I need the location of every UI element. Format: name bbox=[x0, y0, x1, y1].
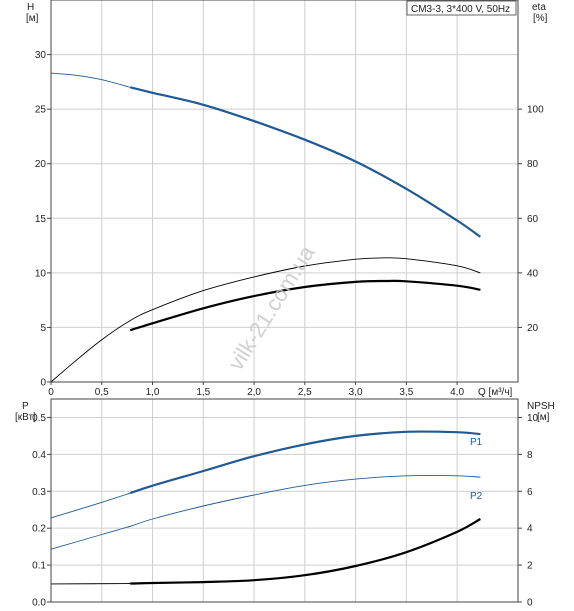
left-tick-label: 0 bbox=[40, 378, 46, 389]
right-tick-label: 10 bbox=[527, 413, 539, 424]
left-tick-label: 0.0 bbox=[32, 598, 46, 609]
flow-axis-label: Q [м³/ч] bbox=[478, 387, 513, 398]
left-tick-label: 30 bbox=[35, 50, 47, 61]
top-grid bbox=[51, 0, 518, 382]
curve-1-2-thick bbox=[130, 518, 481, 585]
right-tick-label: 0 bbox=[527, 598, 533, 609]
curve-0-1-thin bbox=[50, 257, 481, 383]
right-tick-label: 40 bbox=[527, 268, 539, 279]
right-tick-label: 80 bbox=[527, 159, 539, 170]
curve-0-0-thick bbox=[129, 86, 482, 238]
left-tick-label: 20 bbox=[35, 159, 47, 170]
x-tick-label: 1,0 bbox=[146, 387, 160, 398]
power-axis-unit: [кВт] bbox=[15, 412, 36, 423]
left-tick-label: 0.5 bbox=[32, 413, 46, 424]
top-curves bbox=[50, 72, 482, 383]
head-axis-unit: [м] bbox=[26, 13, 39, 24]
top-plot-frame bbox=[50, 0, 519, 383]
x-tick-label: 0 bbox=[48, 387, 54, 398]
x-tick-label: 3,5 bbox=[399, 387, 413, 398]
right-tick-label: 20 bbox=[527, 323, 539, 334]
curve-1-0-thin bbox=[50, 492, 131, 519]
x-tick-label: 1,5 bbox=[196, 387, 210, 398]
x-tick-label: 0,5 bbox=[95, 387, 109, 398]
x-tick-label: 2,0 bbox=[247, 387, 261, 398]
curve-0-0-thin bbox=[50, 72, 131, 88]
left-tick-label: 0.4 bbox=[32, 450, 46, 461]
left-tick-label: 10 bbox=[35, 268, 47, 279]
eta-axis-label: eta bbox=[532, 2, 546, 13]
left-tick-label: 15 bbox=[35, 214, 47, 225]
left-tick-label: 0.2 bbox=[32, 524, 46, 535]
bottom-curves bbox=[50, 430, 481, 585]
right-tick-label: 6 bbox=[527, 487, 533, 498]
curve-0-2-thick bbox=[129, 279, 481, 332]
npsh-axis-unit: [м] bbox=[537, 412, 550, 423]
curve-1-1-thin bbox=[50, 475, 481, 550]
curve-1-0-thick bbox=[129, 430, 481, 495]
top-tick-labels: 0 5 10 15 20 25 30 20 40 60 80 100 0 0,5 1,0 1,5 2,0 2,5 3… bbox=[35, 50, 544, 398]
right-tick-label: 2 bbox=[527, 561, 533, 572]
x-tick-label: 4,0 bbox=[450, 387, 464, 398]
pump-info-text: CM3-3, 3*400 V, 50Hz bbox=[411, 4, 510, 15]
power-axis-label: P bbox=[22, 401, 29, 412]
left-tick-label: 0.1 bbox=[32, 561, 46, 572]
left-tick-label: 25 bbox=[35, 105, 47, 116]
x-tick-label: 3,0 bbox=[349, 387, 363, 398]
x-tick-label: 2,5 bbox=[298, 387, 312, 398]
bottom-tick-labels: 0.0 0.1 0.2 0.3 0.4 0.5 0 2 4 6 8 10 bbox=[32, 413, 538, 609]
left-tick-label: 5 bbox=[40, 323, 46, 334]
top-panel: 0 5 10 15 20 25 30 20 40 60 80 100 0 0,5 1,0 1,5 2,0 2,5 3… bbox=[26, 0, 548, 398]
p2-curve-label: P2 bbox=[470, 491, 483, 502]
p1-curve-label: P1 bbox=[470, 437, 483, 448]
npsh-axis-label: NPSH bbox=[527, 401, 555, 412]
head-axis-label: H bbox=[27, 2, 34, 13]
left-tick-label: 0.3 bbox=[32, 487, 46, 498]
right-tick-label: 4 bbox=[527, 524, 533, 535]
bottom-panel: 0.0 0.1 0.2 0.3 0.4 0.5 0 2 4 6 8 10 P [кВт] NPSH [… bbox=[15, 398, 555, 609]
pump-info-box bbox=[406, 0, 517, 16]
bottom-grid bbox=[51, 399, 518, 602]
eta-axis-unit: [%] bbox=[533, 13, 548, 24]
right-tick-label: 60 bbox=[527, 214, 539, 225]
right-tick-label: 8 bbox=[527, 450, 533, 461]
right-tick-label: 100 bbox=[527, 105, 544, 116]
bottom-plot-frame bbox=[50, 398, 519, 603]
